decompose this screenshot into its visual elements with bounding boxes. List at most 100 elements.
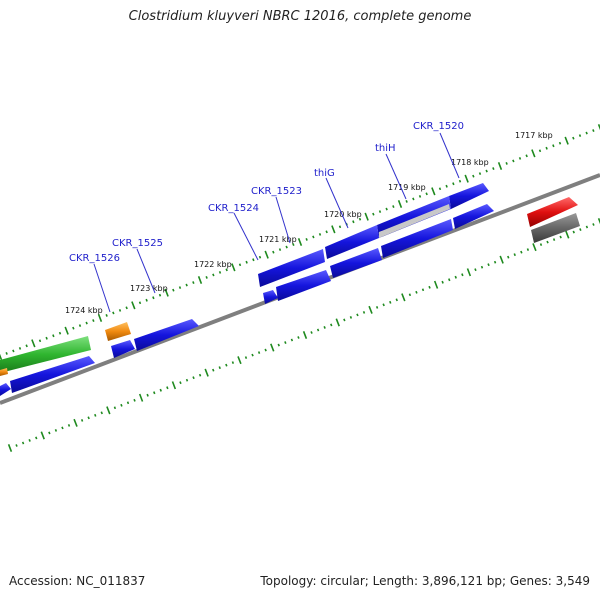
ruler-minor-tick — [305, 238, 308, 241]
ruler-minor-tick — [480, 265, 484, 269]
ruler-minor-tick — [438, 187, 442, 191]
ruler-minor-tick — [78, 324, 82, 327]
gene-label-ckr1524[interactable]: CKR_1524 — [208, 203, 259, 214]
ruler-minor-tick — [461, 273, 464, 277]
ruler-minor-tick — [472, 174, 475, 178]
ruler-major-tick — [64, 326, 69, 335]
ruler-major-tick — [237, 356, 242, 365]
gene-label-ckr1525[interactable]: CKR_1525 — [112, 238, 163, 249]
ruler-minor-tick — [205, 276, 208, 279]
ruler-major-tick — [0, 353, 3, 360]
ruler-minor-tick — [310, 331, 313, 334]
gene-ckr1520-rev-arrow[interactable] — [453, 204, 494, 229]
ruler-minor-tick — [5, 352, 8, 355]
ruler-minor-tick — [126, 401, 130, 405]
ruler-minor-tick — [487, 263, 490, 267]
ruler-minor-tick — [25, 344, 28, 348]
ruler-minor-tick — [231, 361, 235, 364]
ruler-minor-tick — [290, 338, 294, 342]
gene-thig-arrow[interactable] — [325, 225, 379, 259]
ruler-major-tick — [197, 276, 203, 284]
gene-ckr1526-arrow[interactable] — [105, 322, 131, 341]
ruler-major-tick — [164, 288, 169, 297]
ruler-major-tick — [401, 293, 406, 302]
ruler-minor-tick — [412, 197, 415, 201]
gene-grey-arrow[interactable] — [531, 213, 580, 243]
gene-small-rev-arrow-2[interactable] — [111, 340, 135, 358]
ruler-minor-tick — [35, 436, 38, 440]
ruler-minor-tick — [312, 235, 315, 239]
gene-label-ckr1526[interactable]: CKR_1526 — [69, 253, 120, 264]
ruler-minor-tick — [138, 301, 142, 305]
ruler-minor-tick — [375, 306, 379, 309]
gene-label-thig[interactable]: thiG — [314, 168, 335, 179]
ruler-major-tick — [297, 238, 303, 246]
gene-thih-rev-arrow[interactable] — [381, 219, 453, 258]
ruler-minor-tick — [425, 192, 428, 196]
ruler-major-tick — [565, 230, 570, 239]
ruler-minor-tick — [349, 316, 353, 319]
ruler-minor-tick — [545, 146, 548, 150]
ruler-minor-tick — [539, 243, 543, 246]
ruler-minor-tick — [395, 298, 398, 302]
leader-line — [439, 132, 460, 179]
ruler-minor-tick — [572, 230, 575, 234]
ruler-major-tick — [497, 162, 503, 170]
ruler-minor-tick — [278, 248, 282, 251]
gene-left-rev-arrow[interactable] — [10, 356, 95, 393]
accession-text: Accession: NC_011837 — [9, 574, 146, 588]
ruler-minor-tick — [94, 413, 97, 417]
ruler-minor-tick — [362, 311, 366, 314]
ruler-major-tick — [597, 124, 600, 131]
ruler-minor-tick — [507, 255, 510, 259]
ruler-minor-tick — [330, 323, 333, 327]
gene-label-ckr1523[interactable]: CKR_1523 — [251, 186, 302, 197]
gene-label-ckr1520[interactable]: CKR_1520 — [413, 121, 464, 132]
ruler-minor-tick — [546, 240, 549, 244]
ruler-major-tick — [131, 301, 136, 310]
ruler-minor-tick — [112, 311, 115, 315]
ruler-minor-tick — [61, 426, 64, 430]
ruler-minor-tick — [513, 253, 516, 257]
ruler-minor-tick — [323, 326, 326, 329]
gene-small-rev-arrow[interactable] — [263, 290, 278, 304]
ruler-major-tick — [40, 431, 45, 440]
ruler-minor-tick — [21, 441, 25, 445]
ruler-minor-tick — [238, 263, 242, 267]
ruler-label-1724: 1724 kbp — [65, 306, 103, 315]
rrna-green-arrow[interactable] — [0, 336, 91, 373]
gene-ckr1525-rev-arrow[interactable] — [134, 319, 199, 351]
ruler-minor-tick — [54, 429, 58, 432]
gene-label-thih[interactable]: thiH — [375, 143, 396, 154]
ruler-minor-tick — [492, 167, 495, 170]
ruler-minor-tick — [525, 154, 528, 158]
ruler-minor-tick — [452, 182, 455, 186]
gene-red-arrow[interactable] — [527, 197, 578, 227]
gene-left-stub-rev[interactable] — [0, 383, 11, 396]
ruler-minor-tick — [392, 205, 395, 208]
ruler-major-tick — [7, 444, 13, 452]
ruler-minor-tick — [12, 349, 15, 353]
leader-line — [385, 153, 407, 200]
gene-thig-rev-arrow[interactable] — [330, 248, 382, 278]
ruler-minor-tick — [72, 326, 75, 330]
ruler-minor-tick — [218, 366, 221, 370]
ruler-major-tick — [97, 314, 103, 322]
gene-ckr1520-arrow[interactable] — [449, 183, 489, 209]
gene-ckr1523-arrow[interactable] — [258, 249, 325, 287]
ruler-minor-tick — [415, 290, 418, 294]
ruler-minor-tick — [418, 195, 422, 198]
leader-line — [233, 212, 259, 261]
ruler-minor-tick — [579, 228, 582, 231]
ruler-label-1718: 1718 kbp — [451, 158, 489, 167]
ruler-minor-tick — [153, 391, 156, 395]
ruler-minor-tick — [552, 144, 555, 148]
ruler-minor-tick — [58, 331, 62, 335]
ruler-minor-tick — [284, 341, 287, 344]
ruler-minor-tick — [85, 321, 88, 325]
ruler-label-1720: 1720 kbp — [324, 210, 362, 219]
ruler-minor-tick — [15, 444, 18, 447]
ruler-minor-tick — [166, 386, 169, 390]
orange-left-stub[interactable] — [0, 368, 8, 376]
gene-ckr1524-rev-arrow[interactable] — [276, 270, 331, 301]
